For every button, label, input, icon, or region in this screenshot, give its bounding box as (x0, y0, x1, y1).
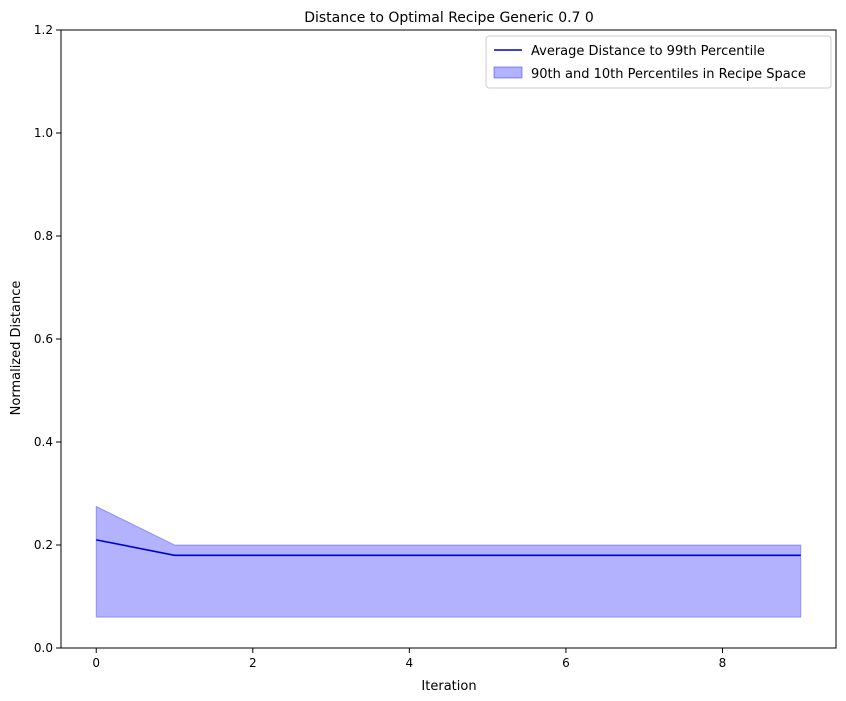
x-tick-label: 4 (406, 656, 414, 670)
legend-entry-average: Average Distance to 99th Percentile (531, 44, 765, 59)
percentile-band (95, 505, 802, 618)
x-tick-label: 0 (92, 656, 100, 670)
x-tick-label: 2 (249, 656, 257, 670)
x-axis-ticks: 0 2 4 6 8 (92, 648, 726, 670)
y-tick-label: 0.8 (34, 229, 53, 243)
x-axis-label: Iteration (421, 679, 476, 694)
y-tick-label: 0.6 (34, 332, 53, 346)
x-tick-label: 8 (719, 656, 727, 670)
legend-entry-band: 90th and 10th Percentiles in Recipe Spac… (531, 67, 806, 82)
chart-title: Distance to Optimal Recipe Generic 0.7 0 (304, 10, 594, 26)
legend: Average Distance to 99th Percentile 90th… (485, 35, 832, 89)
legend-box (485, 35, 832, 89)
data-point-9 (799, 553, 803, 557)
data-point-4 (407, 553, 411, 557)
data-point-0 (94, 538, 98, 542)
data-point-7 (642, 553, 646, 557)
data-point-2 (251, 553, 255, 557)
y-tick-label: 0.2 (34, 538, 53, 552)
y-tick-label: 0.4 (34, 435, 53, 449)
legend-band-swatch (493, 66, 523, 79)
data-point-6 (564, 553, 568, 557)
x-tick-label: 6 (562, 656, 570, 670)
y-tick-label: 0.0 (34, 641, 53, 655)
data-point-3 (329, 553, 333, 557)
data-point-1 (173, 553, 177, 557)
y-axis-label: Normalized Distance (9, 281, 24, 416)
y-tick-label: 1.0 (34, 126, 53, 140)
data-point-5 (486, 553, 490, 557)
plot-area (94, 505, 803, 618)
y-axis-ticks: 0.0 0.2 0.4 0.6 0.8 1.0 1.2 (34, 23, 61, 655)
y-tick-label: 1.2 (34, 23, 53, 37)
average-distance-line (96, 539, 801, 557)
data-point-8 (720, 553, 724, 557)
